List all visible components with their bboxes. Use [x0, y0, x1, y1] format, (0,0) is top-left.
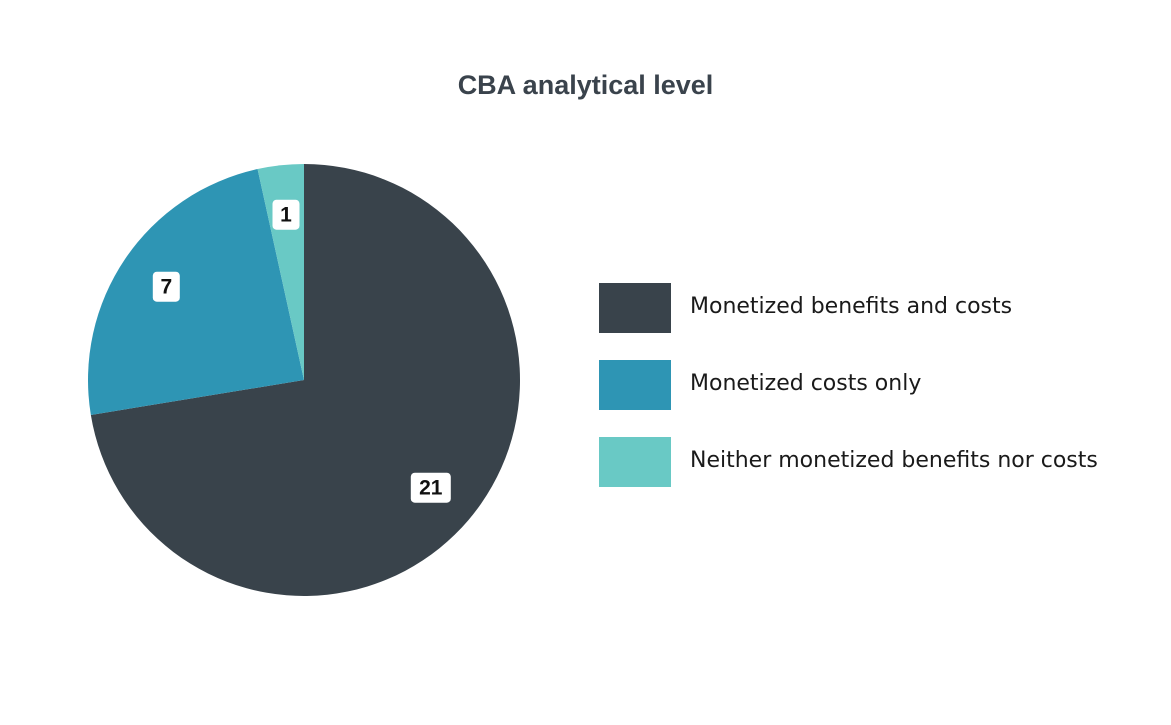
- legend-label: Monetized benefits and costs: [690, 294, 1013, 319]
- data-label-box: [410, 472, 451, 503]
- data-label: 21: [410, 472, 451, 503]
- legend-swatch: [599, 437, 671, 487]
- data-label: 1: [272, 199, 300, 230]
- data-label: 7: [152, 271, 180, 302]
- data-label-text: 7: [160, 276, 172, 299]
- data-label-text: 1: [280, 204, 292, 227]
- legend-label: Neither monetized benefits nor costs: [690, 448, 1098, 473]
- pie-slice: [88, 169, 304, 415]
- legend-label: Monetized costs only: [690, 371, 922, 396]
- legend-swatch: [599, 283, 671, 333]
- chart-title: CBA analytical level: [457, 70, 714, 100]
- data-label-text: 21: [419, 477, 443, 500]
- data-label-box: [272, 199, 300, 230]
- legend-swatch: [599, 360, 671, 410]
- data-label-box: [152, 271, 180, 302]
